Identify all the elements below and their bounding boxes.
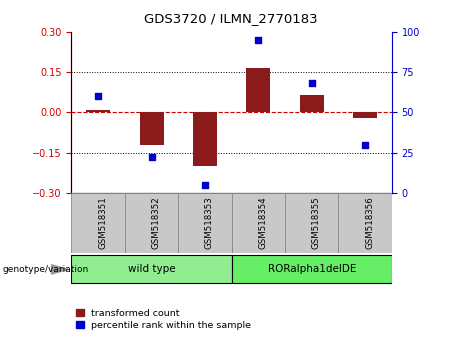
Bar [178, 193, 231, 253]
Text: GDS3720 / ILMN_2770183: GDS3720 / ILMN_2770183 [144, 12, 317, 25]
Text: GSM518352: GSM518352 [152, 196, 160, 249]
Bar [300, 95, 324, 113]
Point [254, 37, 262, 43]
Point [201, 182, 209, 188]
Legend: transformed count, percentile rank within the sample: transformed count, percentile rank withi… [76, 309, 251, 330]
Bar [338, 193, 392, 253]
Bar [86, 110, 110, 113]
Point [95, 93, 102, 99]
Bar [285, 193, 338, 253]
Bar [246, 68, 270, 113]
Text: GSM518354: GSM518354 [258, 196, 267, 249]
Point [361, 142, 369, 147]
Text: wild type: wild type [128, 264, 175, 274]
Text: GSM518355: GSM518355 [312, 196, 321, 249]
Text: genotype/variation: genotype/variation [2, 265, 89, 274]
Bar [231, 255, 392, 284]
Text: GSM518351: GSM518351 [98, 196, 107, 249]
Bar [125, 193, 178, 253]
Bar [71, 193, 125, 253]
Bar [231, 193, 285, 253]
Bar [193, 113, 217, 166]
Point [148, 155, 155, 160]
Text: RORalpha1delDE: RORalpha1delDE [267, 264, 356, 274]
Polygon shape [52, 265, 68, 274]
Point [308, 81, 315, 86]
Text: GSM518353: GSM518353 [205, 196, 214, 249]
Bar [353, 113, 377, 118]
Text: GSM518356: GSM518356 [365, 196, 374, 249]
Bar [140, 113, 164, 144]
Bar [71, 255, 231, 284]
